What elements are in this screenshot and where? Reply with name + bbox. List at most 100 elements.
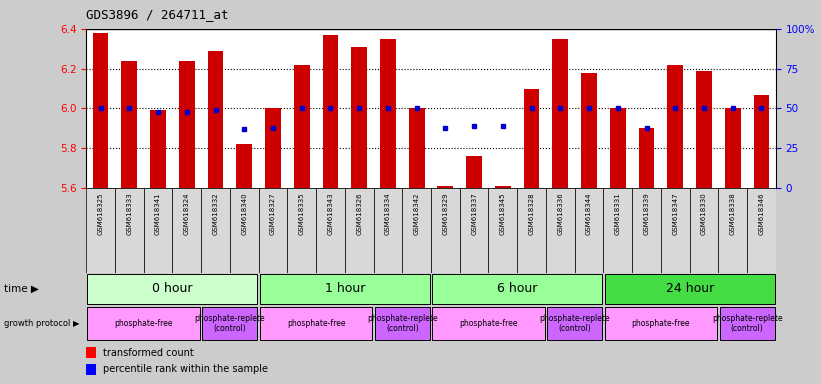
Bar bbox=[495, 186, 511, 188]
Bar bbox=[718, 188, 747, 273]
Text: GSM618328: GSM618328 bbox=[529, 192, 534, 235]
Bar bbox=[259, 274, 430, 304]
Text: GSM618335: GSM618335 bbox=[299, 192, 305, 235]
Bar bbox=[374, 307, 430, 340]
Bar bbox=[747, 188, 776, 273]
Bar bbox=[719, 307, 775, 340]
Text: GSM618332: GSM618332 bbox=[213, 192, 218, 235]
Bar bbox=[460, 188, 488, 273]
Text: GSM618340: GSM618340 bbox=[241, 192, 247, 235]
Text: phosphate-free: phosphate-free bbox=[459, 319, 518, 328]
Text: GDS3896 / 264711_at: GDS3896 / 264711_at bbox=[86, 8, 229, 21]
Text: GSM618341: GSM618341 bbox=[155, 192, 161, 235]
Bar bbox=[172, 188, 201, 273]
Text: GSM618346: GSM618346 bbox=[759, 192, 764, 235]
Text: 0 hour: 0 hour bbox=[152, 283, 193, 295]
Bar bbox=[259, 188, 287, 273]
Bar bbox=[402, 188, 431, 273]
Text: transformed count: transformed count bbox=[103, 348, 194, 358]
Bar bbox=[603, 188, 632, 273]
Text: phosphate-replete
(control): phosphate-replete (control) bbox=[195, 314, 265, 333]
Text: 24 hour: 24 hour bbox=[666, 283, 713, 295]
Bar bbox=[86, 347, 96, 358]
Bar bbox=[230, 188, 259, 273]
Bar bbox=[438, 186, 453, 188]
Text: GSM618329: GSM618329 bbox=[443, 192, 448, 235]
Text: GSM618345: GSM618345 bbox=[500, 192, 506, 235]
Bar bbox=[431, 188, 460, 273]
Text: GSM618333: GSM618333 bbox=[126, 192, 132, 235]
Text: phosphate-free: phosphate-free bbox=[631, 319, 690, 328]
Bar bbox=[351, 47, 367, 188]
Bar bbox=[287, 188, 316, 273]
Bar bbox=[345, 188, 374, 273]
Text: GSM618334: GSM618334 bbox=[385, 192, 391, 235]
Text: time ▶: time ▶ bbox=[4, 284, 39, 294]
Bar bbox=[374, 188, 402, 273]
Bar bbox=[466, 156, 482, 188]
Bar bbox=[547, 307, 603, 340]
Bar bbox=[610, 108, 626, 188]
Bar bbox=[323, 35, 338, 188]
Bar bbox=[150, 111, 166, 188]
Bar bbox=[581, 73, 597, 188]
Text: phosphate-free: phosphate-free bbox=[114, 319, 173, 328]
Bar bbox=[553, 39, 568, 188]
Text: GSM618325: GSM618325 bbox=[98, 192, 103, 235]
Bar bbox=[86, 188, 115, 273]
Bar bbox=[316, 188, 345, 273]
Bar bbox=[575, 188, 603, 273]
Bar bbox=[432, 274, 603, 304]
Bar bbox=[87, 274, 258, 304]
Bar bbox=[546, 188, 575, 273]
Text: GSM618347: GSM618347 bbox=[672, 192, 678, 235]
Text: GSM618338: GSM618338 bbox=[730, 192, 736, 235]
Text: GSM618342: GSM618342 bbox=[414, 192, 420, 235]
Text: 1 hour: 1 hour bbox=[324, 283, 365, 295]
Text: phosphate-replete
(control): phosphate-replete (control) bbox=[712, 314, 782, 333]
Bar bbox=[259, 307, 373, 340]
Bar bbox=[86, 364, 96, 375]
Bar bbox=[115, 188, 144, 273]
Text: GSM618336: GSM618336 bbox=[557, 192, 563, 235]
Bar bbox=[632, 188, 661, 273]
Bar bbox=[725, 108, 741, 188]
Text: phosphate-replete
(control): phosphate-replete (control) bbox=[539, 314, 610, 333]
Text: phosphate-free: phosphate-free bbox=[287, 319, 346, 328]
Text: phosphate-replete
(control): phosphate-replete (control) bbox=[367, 314, 438, 333]
Text: GSM618330: GSM618330 bbox=[701, 192, 707, 235]
Bar bbox=[265, 108, 281, 188]
Bar bbox=[236, 144, 252, 188]
Bar bbox=[604, 307, 718, 340]
Text: GSM618326: GSM618326 bbox=[356, 192, 362, 235]
Bar bbox=[87, 307, 200, 340]
Bar bbox=[754, 94, 769, 188]
Text: GSM618343: GSM618343 bbox=[328, 192, 333, 235]
Bar bbox=[93, 33, 108, 188]
Bar bbox=[201, 188, 230, 273]
Text: GSM618331: GSM618331 bbox=[615, 192, 621, 235]
Text: growth protocol ▶: growth protocol ▶ bbox=[4, 319, 80, 328]
Bar bbox=[294, 65, 310, 188]
Text: GSM618344: GSM618344 bbox=[586, 192, 592, 235]
Text: GSM618339: GSM618339 bbox=[644, 192, 649, 235]
Bar bbox=[488, 188, 517, 273]
Bar bbox=[604, 274, 775, 304]
Text: GSM618327: GSM618327 bbox=[270, 192, 276, 235]
Bar bbox=[639, 128, 654, 188]
Text: GSM618337: GSM618337 bbox=[471, 192, 477, 235]
Bar bbox=[208, 51, 223, 188]
Bar bbox=[661, 188, 690, 273]
Bar bbox=[524, 89, 539, 188]
Bar bbox=[144, 188, 172, 273]
Bar bbox=[432, 307, 545, 340]
Bar bbox=[380, 39, 396, 188]
Bar bbox=[696, 71, 712, 188]
Text: GSM618324: GSM618324 bbox=[184, 192, 190, 235]
Text: 6 hour: 6 hour bbox=[497, 283, 538, 295]
Bar bbox=[179, 61, 195, 188]
Bar bbox=[202, 307, 258, 340]
Bar bbox=[409, 108, 424, 188]
Bar bbox=[517, 188, 546, 273]
Bar bbox=[690, 188, 718, 273]
